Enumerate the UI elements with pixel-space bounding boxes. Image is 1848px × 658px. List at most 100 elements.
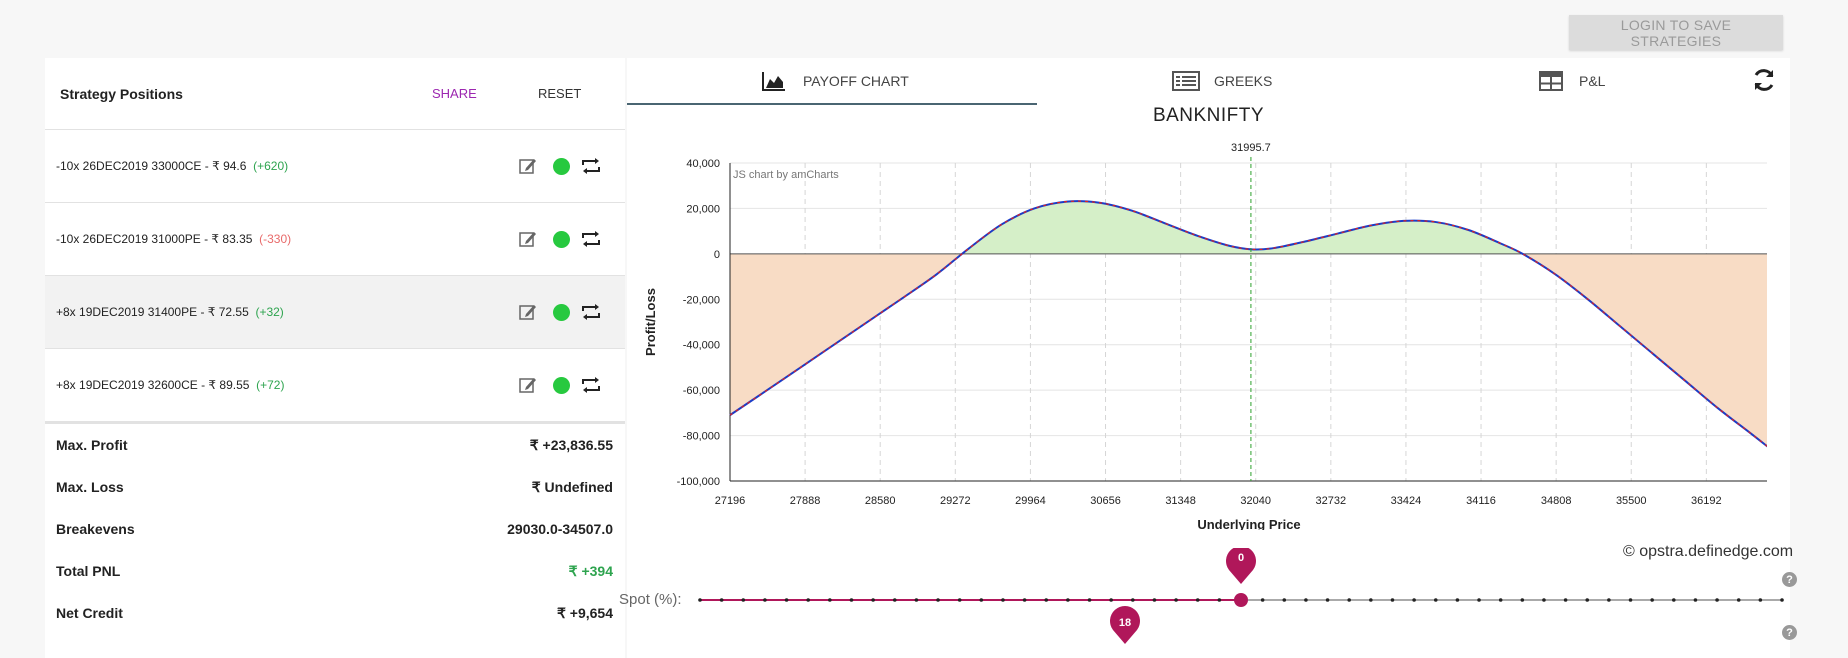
x-tick-label: 33424 <box>1391 495 1422 507</box>
slider-tick <box>806 598 810 602</box>
slider-tick <box>763 598 767 602</box>
position-text: -10x 26DEC2019 33000CE - ₹ 94.6 (+620) <box>56 159 288 173</box>
status-toggle-icon[interactable] <box>553 303 570 321</box>
x-tick-label: 32732 <box>1316 495 1347 507</box>
position-change: (+72) <box>256 378 285 392</box>
max-loss-label: Max. Loss <box>56 479 124 495</box>
x-tick-label: 36192 <box>1691 495 1722 507</box>
edit-icon[interactable] <box>519 376 537 394</box>
slider-tick <box>1022 598 1027 602</box>
tab-pnl[interactable]: P&L <box>1539 58 1605 104</box>
y-tick-label: -40,000 <box>683 340 720 352</box>
position-row[interactable]: -10x 26DEC2019 31000PE - ₹ 83.35 (-330) <box>45 203 625 276</box>
slider-tick <box>828 598 832 602</box>
slider-tick <box>1369 598 1373 602</box>
slider-tick <box>1672 598 1676 602</box>
loss-area <box>730 253 1767 447</box>
slider-tick <box>698 598 702 602</box>
position-row[interactable]: -10x 26DEC2019 33000CE - ₹ 94.6 (+620) <box>45 130 625 203</box>
position-change: (+32) <box>255 305 284 319</box>
tab-payoff-chart[interactable]: PAYOFF CHART <box>762 58 909 104</box>
slider-value-top: 0 <box>1238 552 1244 564</box>
x-axis-title: Underlying Price <box>1197 517 1300 530</box>
x-tick-label: 27196 <box>715 495 746 507</box>
status-toggle-icon[interactable] <box>553 230 570 248</box>
slider-tick <box>1412 598 1416 602</box>
positions-list: -10x 26DEC2019 33000CE - ₹ 94.6 (+620) -1… <box>45 130 625 422</box>
slider-tick <box>1044 598 1049 602</box>
slider-tick <box>1282 598 1287 602</box>
swap-icon[interactable] <box>581 157 601 175</box>
refresh-icon[interactable] <box>1751 67 1777 93</box>
tab-greeks-label: GREEKS <box>1214 73 1273 89</box>
slider-tick <box>1628 598 1633 602</box>
slider-tick <box>1585 598 1590 602</box>
edit-icon[interactable] <box>519 303 537 321</box>
swap-icon[interactable] <box>581 376 601 394</box>
chart-watermark: JS chart by amCharts <box>733 169 839 181</box>
slider-tick <box>1520 598 1525 602</box>
breakevens-label: Breakevens <box>56 521 135 537</box>
position-text: +8x 19DEC2019 31400PE - ₹ 72.55 (+32) <box>56 305 284 319</box>
edit-icon[interactable] <box>519 157 537 175</box>
slider-tick <box>1087 598 1092 602</box>
slider-tick <box>914 598 919 602</box>
x-tick-label: 29964 <box>1015 495 1046 507</box>
summary-section: Max. Profit ₹ +23,836.55 Max. Loss ₹ Und… <box>45 422 625 634</box>
slider-tick <box>1217 598 1222 602</box>
tab-pnl-label: P&L <box>1579 73 1606 89</box>
y-tick-label: -80,000 <box>683 431 720 443</box>
spot-marker-label: 31995.7 <box>1231 142 1271 154</box>
slider-tick <box>1650 598 1654 602</box>
status-toggle-icon[interactable] <box>553 157 570 175</box>
total-pnl-label: Total PNL <box>56 563 121 579</box>
slider-tick <box>1563 598 1568 602</box>
position-text: +8x 19DEC2019 32600CE - ₹ 89.55 (+72) <box>56 378 284 392</box>
swap-icon[interactable] <box>581 230 601 248</box>
status-toggle-icon[interactable] <box>553 376 570 394</box>
y-tick-label: -60,000 <box>683 385 720 397</box>
slider-tick <box>1758 598 1763 602</box>
position-text: -10x 26DEC2019 31000PE - ₹ 83.35 (-330) <box>56 232 291 246</box>
max-profit-label: Max. Profit <box>56 437 128 453</box>
slider-tick <box>741 598 746 602</box>
position-row[interactable]: +8x 19DEC2019 32600CE - ₹ 89.55 (+72) <box>45 349 625 422</box>
payoff-line <box>729 200 1767 448</box>
position-row[interactable]: +8x 19DEC2019 31400PE - ₹ 72.55 (+32) <box>45 276 625 349</box>
slider-tick <box>784 598 789 602</box>
strategy-positions-panel: Strategy Positions SHARE RESET -10x 26DE… <box>45 58 625 658</box>
slider-tick <box>979 598 984 602</box>
y-tick-label: 40,000 <box>686 158 720 170</box>
edit-icon[interactable] <box>519 230 537 248</box>
x-tick-label: 35500 <box>1616 495 1647 507</box>
profit-area <box>730 201 1767 254</box>
slider-tick <box>1607 598 1611 602</box>
reset-button[interactable]: RESET <box>538 86 582 101</box>
slider-tick <box>1195 598 1200 602</box>
share-button[interactable]: SHARE <box>432 86 477 101</box>
help-icon[interactable]: ? <box>1782 572 1797 587</box>
slider-tick <box>719 598 724 602</box>
spot-slider[interactable]: 0 18 <box>690 548 1790 648</box>
breakevens-row: Breakevens 29030.0-34507.0 <box>45 508 625 550</box>
slider-handle[interactable] <box>1234 593 1248 607</box>
slider-tick <box>1390 598 1395 602</box>
y-axis-title: Profit/Loss <box>643 288 658 356</box>
slider-tick <box>1131 598 1135 602</box>
slider-tick <box>1347 598 1351 602</box>
slider-pin-bottom <box>1110 606 1140 644</box>
swap-icon[interactable] <box>581 303 601 321</box>
login-to-save-button[interactable]: LOGIN TO SAVE STRATEGIES <box>1569 15 1783 50</box>
tab-greeks[interactable]: GREEKS <box>1172 58 1272 104</box>
position-change: (+620) <box>253 159 289 173</box>
position-label: -10x 26DEC2019 31000PE - ₹ 83.35 <box>56 232 253 246</box>
slider-tick <box>871 598 875 602</box>
payoff-chart: 40,000 20,000 0 -20,000 -40,000 -60,000 -80,00… <box>643 142 1767 530</box>
x-tick-label: 28580 <box>865 495 896 507</box>
payoff-line-dashed <box>729 200 1767 447</box>
slider-tick <box>1325 598 1330 602</box>
help-icon[interactable]: ? <box>1782 625 1797 640</box>
x-tick-label: 34116 <box>1466 495 1496 507</box>
slider-tick <box>1693 598 1698 602</box>
slider-pin-top <box>1226 548 1256 584</box>
